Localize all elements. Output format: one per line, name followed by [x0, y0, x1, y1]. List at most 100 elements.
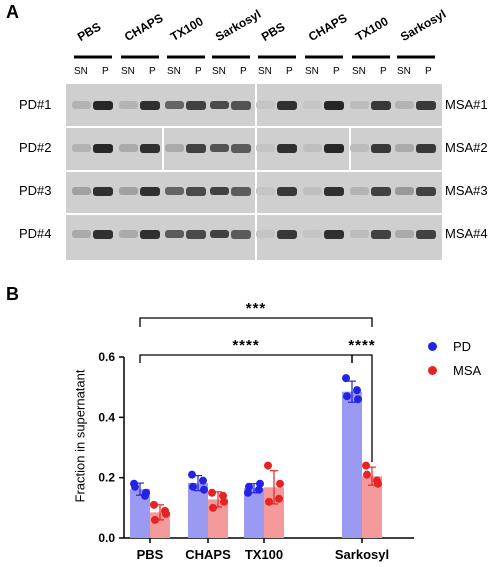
significance-bracket-pbs-sarkosyl-label: ****	[232, 337, 259, 354]
band-p	[371, 230, 391, 239]
x-tick-label: Sarkosyl	[335, 547, 389, 562]
data-point	[255, 485, 263, 494]
data-point	[354, 395, 362, 404]
lane-label-sn: SN	[305, 66, 319, 77]
band-p	[186, 101, 206, 110]
band-sn	[256, 144, 275, 152]
band-sn	[72, 187, 91, 195]
band-p	[416, 101, 436, 110]
band-sn	[72, 230, 91, 238]
data-point	[264, 461, 272, 470]
band-p	[416, 230, 436, 239]
band-p	[93, 187, 113, 196]
data-point	[199, 476, 207, 485]
data-point	[161, 506, 169, 515]
data-point	[150, 500, 158, 509]
band-sn	[303, 101, 322, 109]
band-sn	[395, 144, 414, 152]
data-point	[200, 485, 208, 494]
band-sn	[303, 144, 322, 152]
band-sn	[72, 101, 91, 109]
band-sn	[210, 144, 229, 152]
band-sn	[395, 187, 414, 195]
lane-label-p: P	[195, 66, 202, 77]
data-point	[353, 386, 361, 395]
lane-label-p: P	[333, 66, 340, 77]
band-sn	[72, 144, 91, 152]
lane-label-sn: SN	[397, 66, 411, 77]
y-tick-label: 0.6	[98, 350, 115, 364]
bar-pd	[130, 489, 150, 538]
band-p	[277, 187, 297, 196]
band-p	[277, 230, 297, 239]
lane-label-p: P	[149, 66, 156, 77]
lane-label-sn: SN	[258, 66, 272, 77]
band-p	[93, 101, 113, 110]
band-sn	[165, 144, 184, 152]
row-label-left: PD#4	[19, 226, 52, 241]
band-p	[231, 144, 251, 153]
band-p	[140, 187, 160, 196]
band-sn	[350, 144, 369, 152]
significance-bracket-top-label: ***	[246, 300, 267, 317]
band-p	[231, 230, 251, 239]
lane-label-sn: SN	[74, 66, 88, 77]
data-point	[343, 392, 351, 401]
legend-label-pd: PD	[453, 338, 472, 354]
lane-label-sn: SN	[212, 66, 226, 77]
band-p	[324, 101, 344, 110]
significance-bracket-top	[139, 317, 373, 327]
data-point	[256, 479, 264, 488]
data-point	[220, 497, 228, 506]
band-p	[186, 230, 206, 239]
band-p	[324, 230, 344, 239]
y-tick-label: 0.2	[98, 471, 115, 485]
band-sn	[210, 230, 229, 238]
band-p	[416, 187, 436, 196]
bar-pd	[342, 391, 362, 538]
lane-label-sn: SN	[352, 66, 366, 77]
y-tick-label: 0.0	[98, 531, 115, 545]
significance-bracket-pbs-sarkosyl	[139, 354, 353, 363]
band-sn	[256, 187, 275, 195]
band-p	[231, 101, 251, 110]
band-p	[371, 187, 391, 196]
band-sn	[119, 187, 138, 195]
band-sn	[395, 101, 414, 109]
band-sn	[256, 230, 275, 238]
data-point	[363, 470, 371, 479]
band-p	[324, 187, 344, 196]
legend-item-msa: MSA	[428, 358, 481, 382]
panel-a-letter: A	[6, 2, 19, 22]
band-p	[93, 144, 113, 153]
band-sn	[119, 144, 138, 152]
lane-label-p: P	[380, 66, 387, 77]
lane-label-sn: SN	[167, 66, 181, 77]
band-p	[324, 144, 344, 153]
band-p	[186, 144, 206, 153]
band-sn	[303, 187, 322, 195]
significance-bracket-sarkosyl	[351, 354, 373, 462]
data-point	[141, 491, 149, 500]
band-p	[416, 144, 436, 153]
x-tick-label: CHAPS	[185, 547, 231, 562]
band-sn	[303, 230, 322, 238]
data-point	[188, 470, 196, 479]
y-tick-label: 0.4	[98, 410, 115, 424]
row-label-left: PD#2	[19, 140, 52, 155]
lane-label-p: P	[425, 66, 432, 77]
legend: PD MSA	[428, 334, 481, 382]
band-sn	[350, 187, 369, 195]
data-point	[151, 515, 159, 524]
band-p	[140, 144, 160, 153]
band-p	[231, 187, 251, 196]
band-sn	[119, 230, 138, 238]
data-point	[244, 488, 252, 497]
legend-dot-msa	[428, 365, 437, 375]
x-tick-label: PBS	[137, 547, 164, 562]
band-sn	[350, 230, 369, 238]
data-point	[245, 482, 253, 491]
data-point	[208, 488, 216, 497]
band-sn	[210, 101, 229, 109]
